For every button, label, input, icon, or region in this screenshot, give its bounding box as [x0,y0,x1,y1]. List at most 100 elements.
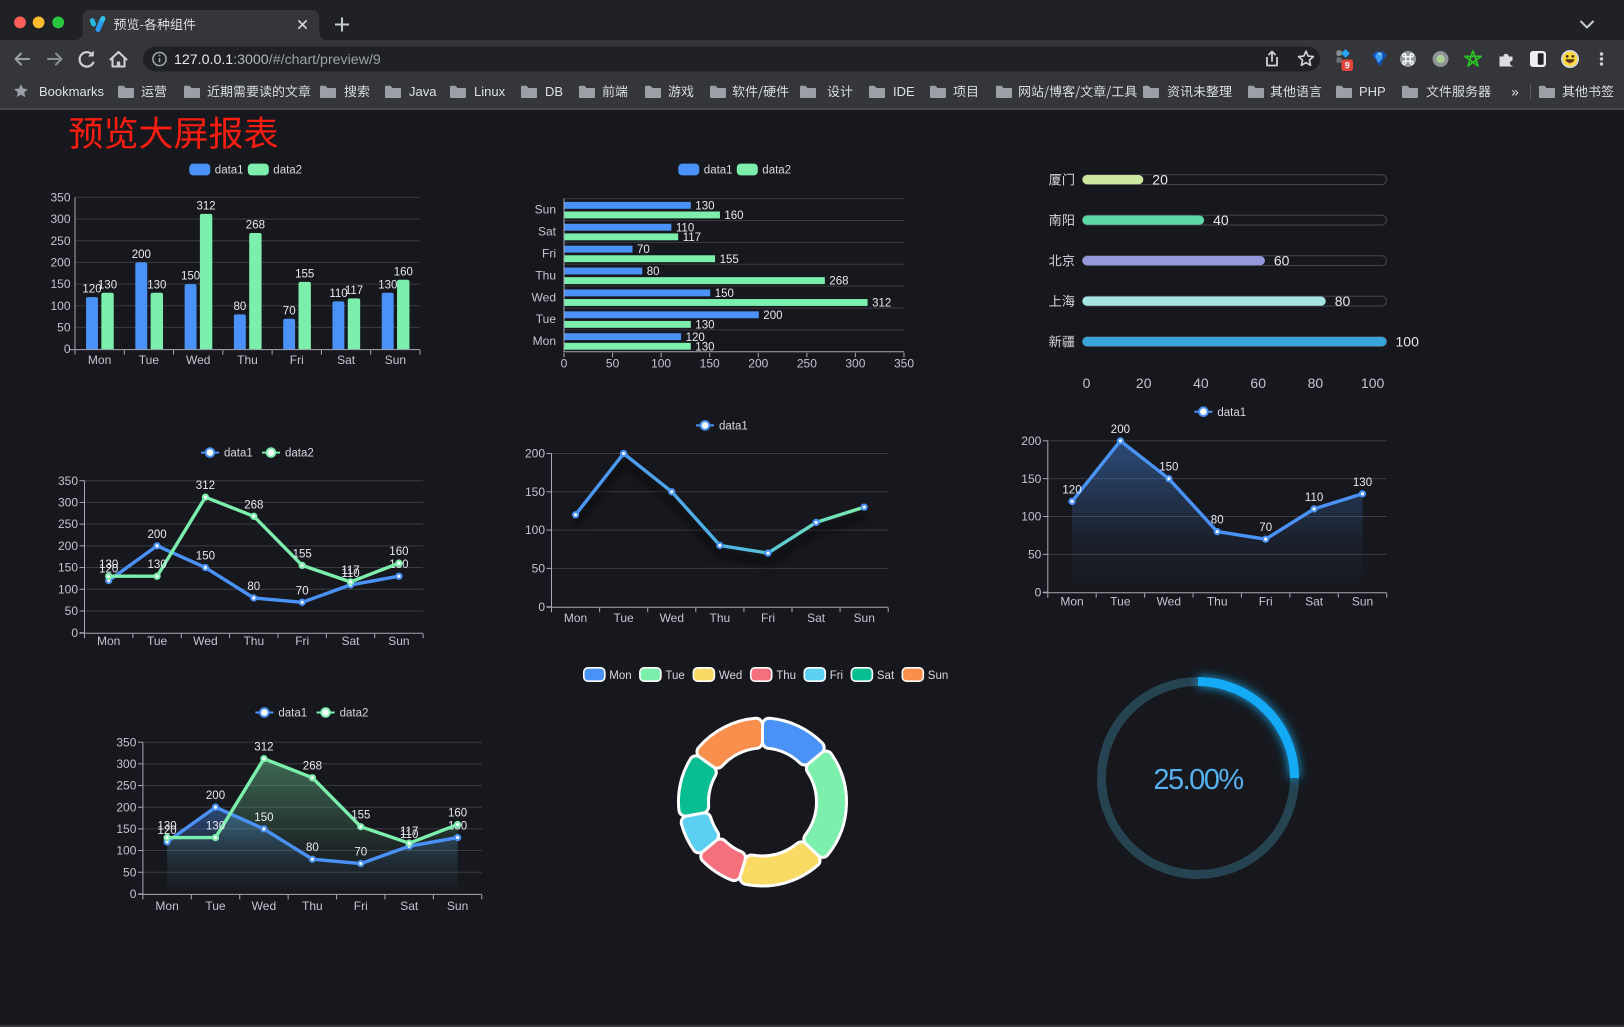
svg-text:200: 200 [763,310,782,322]
svg-text:150: 150 [254,812,273,824]
svg-text:100: 100 [651,357,671,371]
svg-text:100: 100 [1021,510,1041,524]
svg-text:40: 40 [1213,212,1229,228]
svg-text:268: 268 [303,761,322,773]
svg-text:Bookmarks: Bookmarks [39,84,105,99]
svg-text:200: 200 [1111,424,1130,436]
svg-text:Sat: Sat [341,634,360,648]
svg-text:70: 70 [283,305,296,317]
svg-text:Fri: Fri [290,353,304,367]
svg-text:117: 117 [683,232,701,244]
svg-text:Wed: Wed [252,899,276,913]
svg-text:Thu: Thu [1207,595,1228,609]
svg-text:Thu: Thu [776,670,796,682]
svg-text:80: 80 [1211,515,1224,527]
svg-text:50: 50 [123,865,137,879]
svg-text:250: 250 [797,357,817,371]
svg-text:Thu: Thu [237,353,258,367]
svg-text:Wed: Wed [719,670,742,682]
svg-text:130: 130 [99,559,118,571]
svg-text:Sat: Sat [337,353,356,367]
svg-text:Mon: Mon [155,899,178,913]
svg-text:200: 200 [748,357,768,371]
svg-text:110: 110 [1305,492,1323,504]
svg-text:200: 200 [525,447,545,461]
svg-text:120: 120 [99,564,118,576]
svg-text:120: 120 [1062,484,1081,496]
svg-text:Linux: Linux [474,84,506,99]
svg-text:160: 160 [724,210,743,222]
svg-text:350: 350 [894,357,914,371]
svg-text:117: 117 [341,565,359,577]
svg-text:60: 60 [1274,253,1290,269]
svg-text:70: 70 [637,244,650,256]
svg-text:Sun: Sun [388,634,409,648]
svg-text:110: 110 [400,829,418,841]
svg-text:150: 150 [58,561,78,575]
svg-text:data2: data2 [762,165,791,177]
svg-text:312: 312 [196,480,215,492]
svg-text:120: 120 [686,332,705,344]
svg-text:Thu: Thu [302,899,323,913]
svg-text:268: 268 [246,219,265,231]
svg-text:200: 200 [132,249,151,261]
svg-text:312: 312 [254,742,273,754]
svg-text:Sun: Sun [928,670,948,682]
svg-text:70: 70 [1259,522,1272,534]
svg-text:300: 300 [845,357,865,371]
svg-text:300: 300 [58,496,78,510]
svg-text:»: » [1511,85,1519,100]
svg-text:0: 0 [538,600,545,614]
svg-text:0: 0 [64,342,71,356]
svg-text:130: 130 [695,320,714,332]
svg-text:100: 100 [525,523,545,537]
svg-text:150: 150 [50,277,70,291]
svg-text:50: 50 [532,562,546,576]
svg-text:PHP: PHP [1359,84,1386,99]
svg-text:120: 120 [82,284,101,296]
svg-text:Thu: Thu [710,611,731,625]
svg-text:Fri: Fri [354,899,368,913]
svg-text:150: 150 [181,271,200,283]
svg-text:117: 117 [345,285,363,297]
svg-text:130: 130 [695,341,714,353]
svg-text:0: 0 [561,357,568,371]
svg-text:80: 80 [306,842,319,854]
svg-text:100: 100 [1396,334,1420,350]
svg-text:Sat: Sat [877,670,895,682]
svg-text:Mon: Mon [97,634,120,648]
svg-text:350: 350 [116,735,136,749]
svg-text:Fri: Fri [761,611,775,625]
svg-text:130: 130 [695,200,714,212]
svg-text:data2: data2 [285,448,314,460]
svg-text:200: 200 [58,539,78,553]
svg-text:130: 130 [148,559,167,571]
svg-text:50: 50 [65,604,79,618]
svg-text:0: 0 [1035,585,1042,599]
svg-text:9: 9 [1345,61,1350,71]
svg-text:100: 100 [50,299,70,313]
svg-text:130: 130 [98,279,117,291]
svg-text:Tue: Tue [613,611,634,625]
svg-text:150: 150 [1021,472,1041,486]
svg-text:70: 70 [296,585,309,597]
svg-text:268: 268 [244,499,263,511]
svg-text:/#/chart/preview/9: /#/chart/preview/9 [269,52,381,68]
svg-text:130: 130 [147,279,166,291]
svg-text:250: 250 [58,517,78,531]
svg-text:130: 130 [378,279,397,291]
svg-text:Fri: Fri [295,634,309,648]
svg-text:data1: data1 [1217,407,1246,419]
svg-text:160: 160 [448,808,467,820]
svg-text:150: 150 [525,485,545,499]
svg-text:Wed: Wed [660,611,684,625]
svg-text:Sun: Sun [535,203,556,217]
svg-text:155: 155 [295,268,314,280]
svg-text:Mon: Mon [1060,595,1083,609]
svg-text:Fri: Fri [1259,595,1273,609]
svg-text:312: 312 [872,298,891,310]
svg-text:155: 155 [293,548,312,560]
svg-text:130: 130 [158,821,177,833]
svg-text:200: 200 [206,790,225,802]
svg-text:50: 50 [1028,548,1042,562]
